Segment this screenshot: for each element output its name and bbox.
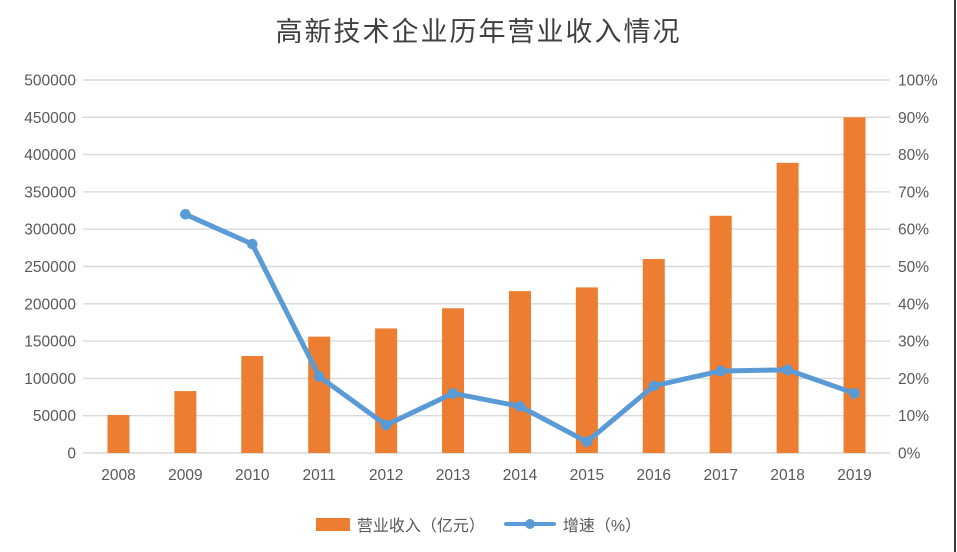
left-axis-tick-label: 0 (67, 446, 76, 463)
left-axis-tick-label: 150000 (24, 334, 76, 351)
left-axis-tick-label: 50000 (33, 408, 76, 425)
right-axis-tick-label: 70% (898, 184, 929, 201)
revenue-bar-2016 (642, 259, 665, 453)
growth-line-point (514, 401, 526, 412)
left-axis-tick-label: 400000 (24, 147, 76, 164)
right-axis-tick-label: 50% (898, 259, 929, 276)
revenue-bar-2017 (709, 215, 732, 453)
x-axis-tick-label: 2019 (837, 467, 871, 484)
right-axis-tick-label: 20% (898, 371, 929, 388)
revenue-bar-2012 (375, 328, 398, 453)
revenue-bar-2008 (107, 414, 130, 453)
growth-line-point (246, 238, 258, 250)
legend-bar-swatch-icon (315, 517, 350, 531)
revenue-bar-2013 (442, 308, 465, 453)
legend-line-dot-icon (524, 519, 535, 529)
x-axis-tick-label: 2017 (703, 467, 737, 484)
left-axis-tick-label: 500000 (24, 73, 76, 90)
x-axis-tick-label: 2016 (637, 467, 671, 484)
legend-bar-label: 营业收入（亿元） (356, 518, 485, 535)
chart-title: 高新技术企业历年营业收入情况 (275, 17, 682, 47)
right-axis-tick-label: 80% (898, 147, 929, 164)
growth-line-point (380, 419, 392, 431)
left-axis-tick-label: 100000 (24, 371, 76, 388)
growth-line-point (180, 208, 191, 220)
x-axis-tick-label: 2018 (770, 467, 804, 484)
x-axis-tick-label: 2008 (101, 467, 135, 484)
left-axis-tick-label: 450000 (24, 110, 76, 127)
x-axis-tick-label: 2015 (570, 467, 604, 484)
revenue-bar-2009 (174, 391, 197, 453)
legend-line-label: 增速（%） (562, 518, 642, 535)
growth-line-point (849, 388, 860, 399)
revenue-bar-2019 (843, 117, 866, 454)
right-axis-tick-label: 60% (898, 222, 929, 239)
growth-line-point (447, 388, 459, 399)
revenue-bar-2018 (776, 162, 799, 453)
left-axis-tick-label: 250000 (24, 259, 76, 276)
left-axis-tick-label: 200000 (24, 296, 76, 313)
growth-line-point (782, 364, 793, 376)
right-axis-tick-label: 40% (898, 296, 929, 313)
chart-legend: 营业收入（亿元） 增速（%） (0, 512, 957, 536)
right-axis-tick-label: 30% (898, 334, 929, 351)
revenue-bar-2015 (575, 287, 598, 453)
right-axis-tick-label: 10% (898, 408, 929, 425)
revenue-bar-2011 (308, 336, 331, 453)
growth-line-point (581, 436, 593, 448)
right-axis-tick-label: 100% (898, 73, 938, 90)
growth-line-point (648, 380, 660, 392)
x-axis-tick-label: 2010 (235, 467, 270, 484)
growth-line-point (313, 371, 325, 382)
x-axis-tick-label: 2009 (168, 467, 202, 484)
revenue-bar-2014 (508, 291, 531, 453)
x-axis-tick-label: 2014 (503, 467, 538, 484)
x-axis-tick-label: 2012 (369, 467, 403, 484)
left-axis-tick-label: 350000 (24, 184, 76, 201)
growth-line-point (715, 365, 727, 377)
revenue-bar-2010 (241, 356, 264, 453)
right-axis-tick-label: 0% (898, 446, 921, 463)
x-axis-tick-label: 2013 (436, 467, 470, 484)
screenshot-right-border (954, 0, 956, 552)
left-axis-tick-label: 300000 (24, 222, 76, 239)
x-axis-tick-label: 2011 (303, 467, 336, 484)
right-axis-tick-label: 90% (898, 110, 929, 127)
legend-line-swatch-icon (503, 518, 556, 530)
